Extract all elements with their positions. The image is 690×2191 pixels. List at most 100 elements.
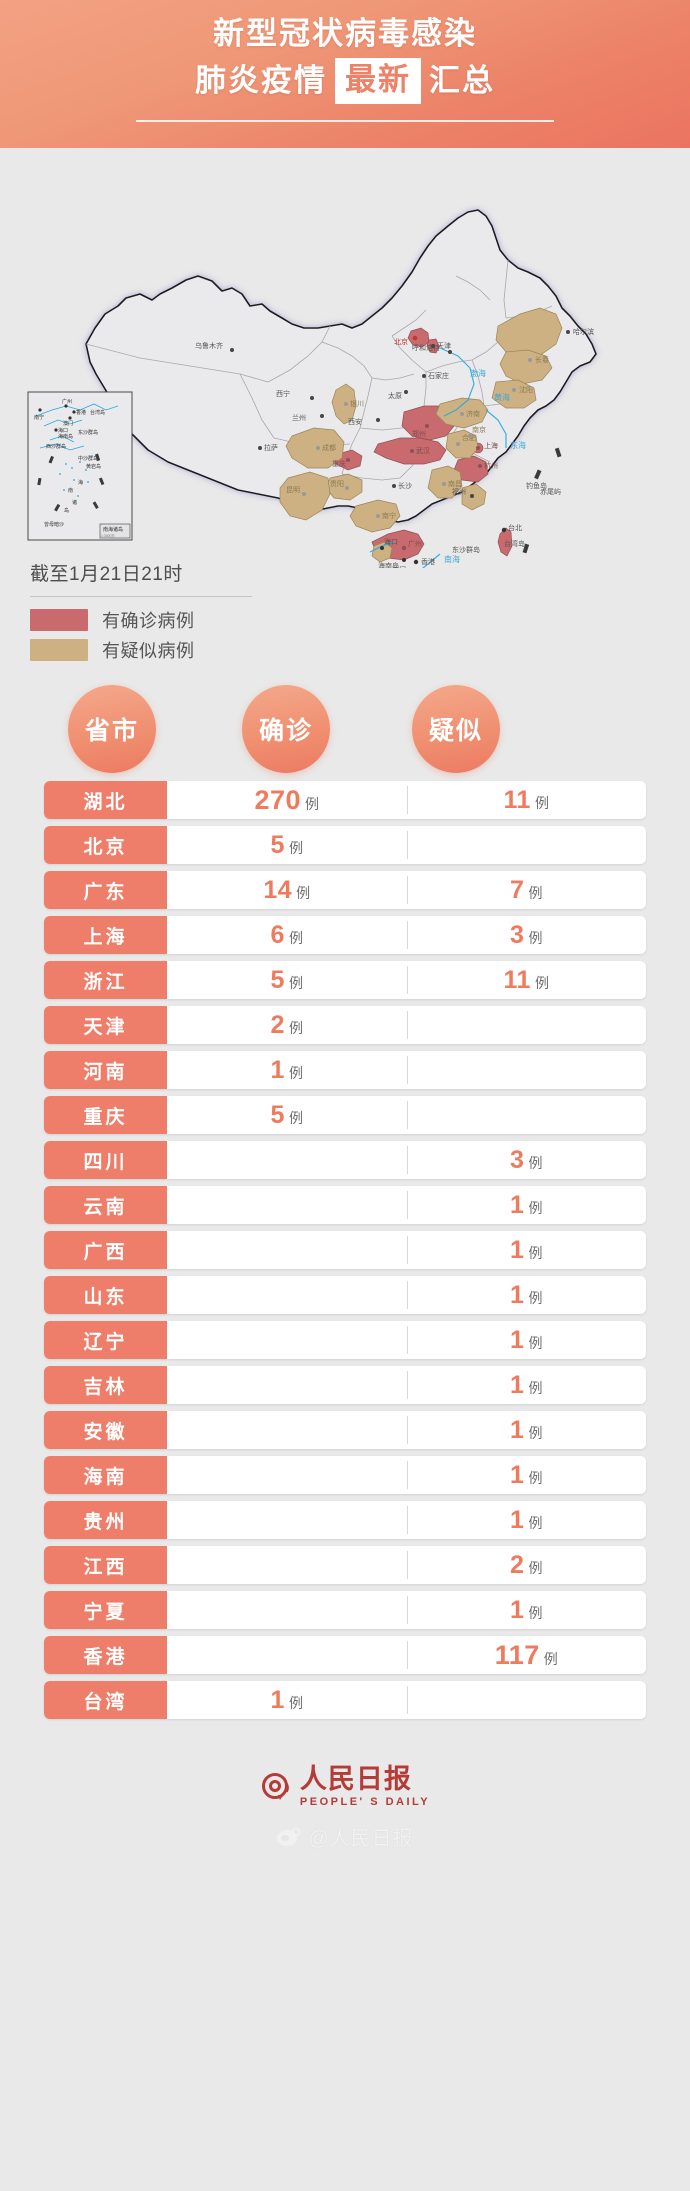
cell-province: 山东 bbox=[44, 1276, 167, 1314]
title-highlight-badge: 最新 bbox=[335, 58, 421, 104]
cell-suspected-unit: 例 bbox=[543, 1651, 558, 1667]
cell-suspected-value: 1 bbox=[510, 1371, 525, 1399]
svg-text:武汉: 武汉 bbox=[416, 446, 430, 455]
cell-suspected-value: 117 bbox=[494, 1640, 540, 1670]
svg-text:济南: 济南 bbox=[466, 409, 480, 418]
svg-text:南海: 南海 bbox=[444, 554, 460, 564]
cell-confirmed: 例 bbox=[167, 1276, 407, 1314]
svg-text:南宁: 南宁 bbox=[34, 414, 44, 421]
svg-text:台北: 台北 bbox=[508, 523, 522, 532]
column-header-suspected: 疑似 bbox=[412, 685, 500, 773]
svg-text:澳门: 澳门 bbox=[63, 420, 73, 427]
cell-confirmed-value: 5 bbox=[270, 831, 285, 859]
table-row: 吉林例1例 bbox=[44, 1366, 646, 1404]
cell-province: 宁夏 bbox=[44, 1591, 167, 1629]
svg-text:福州: 福州 bbox=[452, 487, 466, 496]
svg-text:海南岛: 海南岛 bbox=[58, 433, 73, 440]
cell-confirmed: 例 bbox=[167, 1231, 407, 1269]
title-segment-pre: 肺炎疫情 bbox=[195, 63, 327, 98]
cell-confirmed-value: 1 bbox=[270, 1686, 285, 1714]
svg-text:长沙: 长沙 bbox=[398, 481, 412, 490]
weibo-watermark: @人民日报 bbox=[276, 1822, 413, 1851]
page-title-line1: 新型冠状病毒感染 bbox=[213, 16, 477, 51]
watermark-text: @人民日报 bbox=[308, 1828, 414, 1850]
svg-text:郑州: 郑州 bbox=[412, 430, 426, 438]
brand-name-cn: 人民日报 bbox=[299, 1764, 412, 1794]
cell-province: 上海 bbox=[44, 916, 167, 954]
map-meta-block: 截至1月21日21时 有确诊病例 有疑似病例 bbox=[0, 562, 690, 663]
table-row: 香港例117例 bbox=[44, 1636, 646, 1674]
svg-text:西安: 西安 bbox=[348, 417, 362, 426]
table-row: 台湾1例例 bbox=[44, 1681, 646, 1719]
svg-text:海口: 海口 bbox=[58, 427, 68, 434]
page-header: 新型冠状病毒感染 肺炎疫情 最新 汇总 bbox=[0, 0, 690, 148]
cell-suspected-value: 1 bbox=[510, 1236, 525, 1264]
map-island-labels: 台湾岛 海南岛 东沙群岛 钓鱼岛 赤尾屿 bbox=[378, 481, 561, 568]
table-row: 贵州例1例 bbox=[44, 1501, 646, 1539]
map-scattered-islands bbox=[522, 447, 562, 554]
cell-confirmed-unit: 例 bbox=[288, 1110, 303, 1126]
svg-text:香港: 香港 bbox=[421, 557, 435, 566]
cell-suspected-value: 7 bbox=[510, 876, 525, 904]
weibo-icon bbox=[277, 1827, 301, 1846]
cell-suspected-value: 3 bbox=[510, 921, 525, 949]
svg-text:沈阳: 沈阳 bbox=[519, 385, 533, 394]
table-row: 山东例1例 bbox=[44, 1276, 646, 1314]
cell-suspected-value: 2 bbox=[510, 1551, 525, 1579]
table-row: 湖北 270 例 11 例 bbox=[44, 781, 646, 819]
svg-text:东沙群岛: 东沙群岛 bbox=[452, 545, 480, 554]
cell-suspected-value: 1 bbox=[510, 1326, 525, 1354]
svg-text:广州: 广州 bbox=[62, 398, 72, 405]
svg-text:广州: 广州 bbox=[408, 539, 422, 548]
svg-text:黄岩岛: 黄岩岛 bbox=[86, 463, 101, 470]
column-header-province: 省市 bbox=[68, 685, 156, 773]
svg-text:乌鲁木齐: 乌鲁木齐 bbox=[195, 341, 223, 350]
svg-text:东沙群岛: 东沙群岛 bbox=[78, 429, 98, 436]
cell-confirmed: 例 bbox=[167, 1501, 407, 1539]
cell-suspected-unit: 例 bbox=[528, 1470, 543, 1486]
svg-text:成都: 成都 bbox=[322, 443, 336, 452]
table-row: 浙江 5 例 11 例 bbox=[44, 961, 646, 999]
cell-province: 安徽 bbox=[44, 1411, 167, 1449]
cell-province: 广东 bbox=[44, 871, 167, 909]
svg-text:昆明: 昆明 bbox=[286, 486, 300, 494]
svg-text:太原: 太原 bbox=[388, 391, 402, 400]
cell-province: 吉林 bbox=[44, 1366, 167, 1404]
cell-suspected-unit: 例 bbox=[528, 1245, 543, 1261]
map-city-markers: 乌鲁木齐 呼和浩特 哈尔滨 长春 沈阳 北京 天津 石家庄 太原 济南 西宁 兰… bbox=[195, 327, 594, 568]
cell-suspected-unit: 例 bbox=[528, 1515, 543, 1531]
cell-suspected-value: 1 bbox=[510, 1461, 525, 1489]
cell-confirmed-unit: 例 bbox=[288, 930, 303, 946]
table-row: 云南例1例 bbox=[44, 1186, 646, 1224]
svg-text:西沙群岛: 西沙群岛 bbox=[46, 443, 66, 450]
cell-confirmed: 例 bbox=[167, 1546, 407, 1584]
cell-province: 四川 bbox=[44, 1141, 167, 1179]
svg-text:南宁: 南宁 bbox=[382, 511, 396, 520]
cell-suspected-value: 3 bbox=[510, 1146, 525, 1174]
table-row: 重庆5例例 bbox=[44, 1096, 646, 1134]
svg-text:台湾岛: 台湾岛 bbox=[504, 539, 525, 548]
cell-confirmed: 例 bbox=[167, 1636, 407, 1674]
cell-confirmed-unit: 例 bbox=[288, 975, 303, 991]
svg-text:渤海: 渤海 bbox=[470, 368, 486, 378]
svg-text:海南岛: 海南岛 bbox=[378, 561, 399, 568]
column-header-confirmed: 确诊 bbox=[242, 685, 330, 773]
cell-province: 辽宁 bbox=[44, 1321, 167, 1359]
svg-text:北京: 北京 bbox=[394, 337, 408, 346]
cell-suspected-value: 11 bbox=[503, 966, 531, 994]
cell-province: 台湾 bbox=[44, 1681, 167, 1719]
as-of-date: 截至1月21日21时 bbox=[30, 564, 183, 585]
legend-label-suspected: 有疑似病例 bbox=[102, 641, 195, 661]
cell-confirmed-unit: 例 bbox=[288, 1020, 303, 1036]
cell-suspected: 例 bbox=[406, 1006, 646, 1044]
table-row: 四川例3例 bbox=[44, 1141, 646, 1179]
svg-text:哈尔滨: 哈尔滨 bbox=[573, 327, 594, 336]
cell-province: 湖北 bbox=[44, 781, 167, 819]
